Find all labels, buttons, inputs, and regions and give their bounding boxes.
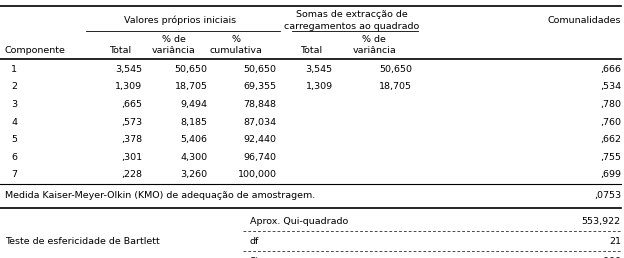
Text: ,0753: ,0753: [594, 191, 621, 200]
Text: 69,355: 69,355: [243, 83, 276, 91]
Text: 96,740: 96,740: [243, 153, 276, 162]
Text: Componente: Componente: [5, 46, 66, 55]
Text: 553,922: 553,922: [582, 217, 621, 226]
Text: 5,406: 5,406: [181, 135, 208, 144]
Text: ,780: ,780: [600, 100, 621, 109]
Text: %: %: [232, 36, 240, 44]
Text: ,662: ,662: [600, 135, 621, 144]
Text: Total: Total: [300, 46, 322, 55]
Text: 7: 7: [11, 170, 17, 179]
Text: 3: 3: [11, 100, 17, 109]
Text: Somas de extracção de
carregamentos ao quadrado: Somas de extracção de carregamentos ao q…: [285, 10, 419, 31]
Text: ,573: ,573: [121, 118, 142, 126]
Text: 1: 1: [11, 65, 17, 74]
Text: ,301: ,301: [121, 153, 142, 162]
Text: Teste de esfericidade de Bartlett: Teste de esfericidade de Bartlett: [5, 237, 160, 246]
Text: 18,705: 18,705: [379, 83, 412, 91]
Text: ,699: ,699: [600, 170, 621, 179]
Text: 100,000: 100,000: [237, 170, 276, 179]
Text: Total: Total: [109, 46, 132, 55]
Text: variância: variância: [152, 46, 195, 55]
Text: 3,545: 3,545: [306, 65, 333, 74]
Text: ,000: ,000: [600, 257, 621, 258]
Text: 87,034: 87,034: [243, 118, 276, 126]
Text: Aprox. Qui-quadrado: Aprox. Qui-quadrado: [250, 217, 348, 226]
Text: Sig.: Sig.: [250, 257, 267, 258]
Text: ,666: ,666: [600, 65, 621, 74]
Text: % de: % de: [363, 36, 386, 44]
Text: 50,650: 50,650: [175, 65, 208, 74]
Text: ,665: ,665: [121, 100, 142, 109]
Text: ,228: ,228: [121, 170, 142, 179]
Text: 3,260: 3,260: [181, 170, 208, 179]
Text: ,378: ,378: [121, 135, 142, 144]
Text: 3,545: 3,545: [115, 65, 142, 74]
Text: cumulativa: cumulativa: [210, 46, 262, 55]
Text: 8,185: 8,185: [181, 118, 208, 126]
Text: 18,705: 18,705: [175, 83, 208, 91]
Text: 9,494: 9,494: [181, 100, 208, 109]
Text: 78,848: 78,848: [243, 100, 276, 109]
Text: 50,650: 50,650: [243, 65, 276, 74]
Text: % de: % de: [162, 36, 185, 44]
Text: df: df: [250, 237, 259, 246]
Text: variância: variância: [353, 46, 396, 55]
Text: ,760: ,760: [600, 118, 621, 126]
Text: 21: 21: [609, 237, 621, 246]
Text: 92,440: 92,440: [243, 135, 276, 144]
Text: 4,300: 4,300: [181, 153, 208, 162]
Text: Valores próprios iniciais: Valores próprios iniciais: [124, 16, 236, 25]
Text: 5: 5: [11, 135, 17, 144]
Text: 4: 4: [11, 118, 17, 126]
Text: 50,650: 50,650: [379, 65, 412, 74]
Text: Comunalidades: Comunalidades: [547, 16, 621, 25]
Text: ,755: ,755: [600, 153, 621, 162]
Text: 6: 6: [11, 153, 17, 162]
Text: 1,309: 1,309: [115, 83, 142, 91]
Text: 2: 2: [11, 83, 17, 91]
Text: Medida Kaiser-Meyer-Olkin (KMO) de adequação de amostragem.: Medida Kaiser-Meyer-Olkin (KMO) de adequ…: [5, 191, 315, 200]
Text: ,534: ,534: [600, 83, 621, 91]
Text: 1,309: 1,309: [306, 83, 333, 91]
